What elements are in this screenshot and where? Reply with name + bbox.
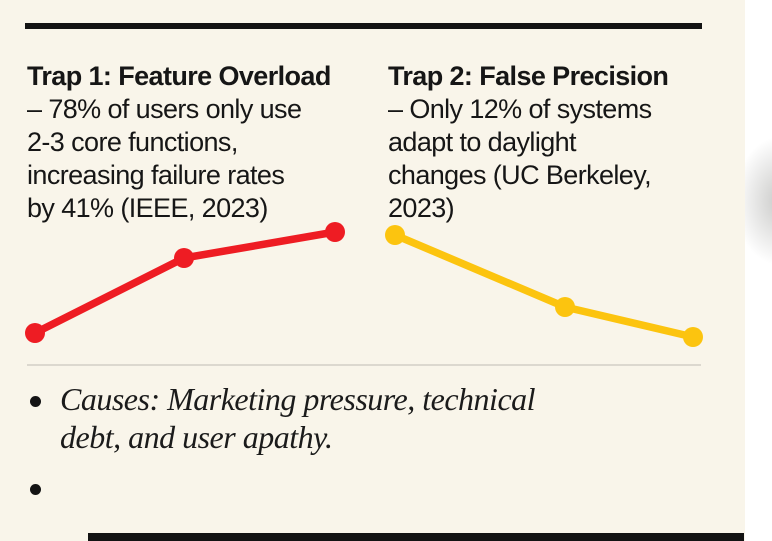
trap-2-line: adapt to daylight (388, 127, 577, 157)
trap-1-title: Trap 1: Feature Overload (27, 61, 331, 91)
list-item (30, 468, 535, 495)
trap-2-line: 2023) (388, 193, 455, 223)
trap-2-title: Trap 2: False Precision (388, 61, 669, 91)
list-item: Causes: Marketing pressure, technical de… (30, 380, 536, 456)
page-background-strip (745, 0, 772, 541)
trap-1-line: increasing failure rates (27, 160, 285, 190)
causes-bullet-text: Causes: Marketing pressure, technical de… (60, 381, 536, 455)
trap-2-text-block: Trap 2: False Precision – Only 12% of sy… (388, 60, 718, 225)
trap-1-failure-trend-line (25, 222, 345, 343)
top-rule (25, 23, 702, 29)
card-edge-shadow (745, 120, 772, 300)
causes-bullet-list: Causes: Marketing pressure, technical de… (30, 380, 536, 495)
bullet-dot-icon (30, 396, 41, 407)
trap-2-line: changes (UC Berkeley, (388, 160, 652, 190)
next-slide-top-rule (88, 533, 744, 541)
trap-2-line: – Only 12% of systems (388, 94, 652, 124)
bullet-dot-icon (30, 484, 41, 495)
trap-1-line: – 78% of users only use (27, 94, 302, 124)
section-divider (27, 364, 701, 366)
slide-card: Trap 1: Feature Overload – 78% of users … (0, 0, 745, 541)
trap-1-text-block: Trap 1: Feature Overload – 78% of users … (27, 60, 372, 225)
trap-1-line: 2-3 core functions, (27, 127, 238, 157)
trap-1-line: by 41% (IEEE, 2023) (27, 193, 268, 223)
trap-2-adaptation-trend-line (385, 225, 703, 347)
